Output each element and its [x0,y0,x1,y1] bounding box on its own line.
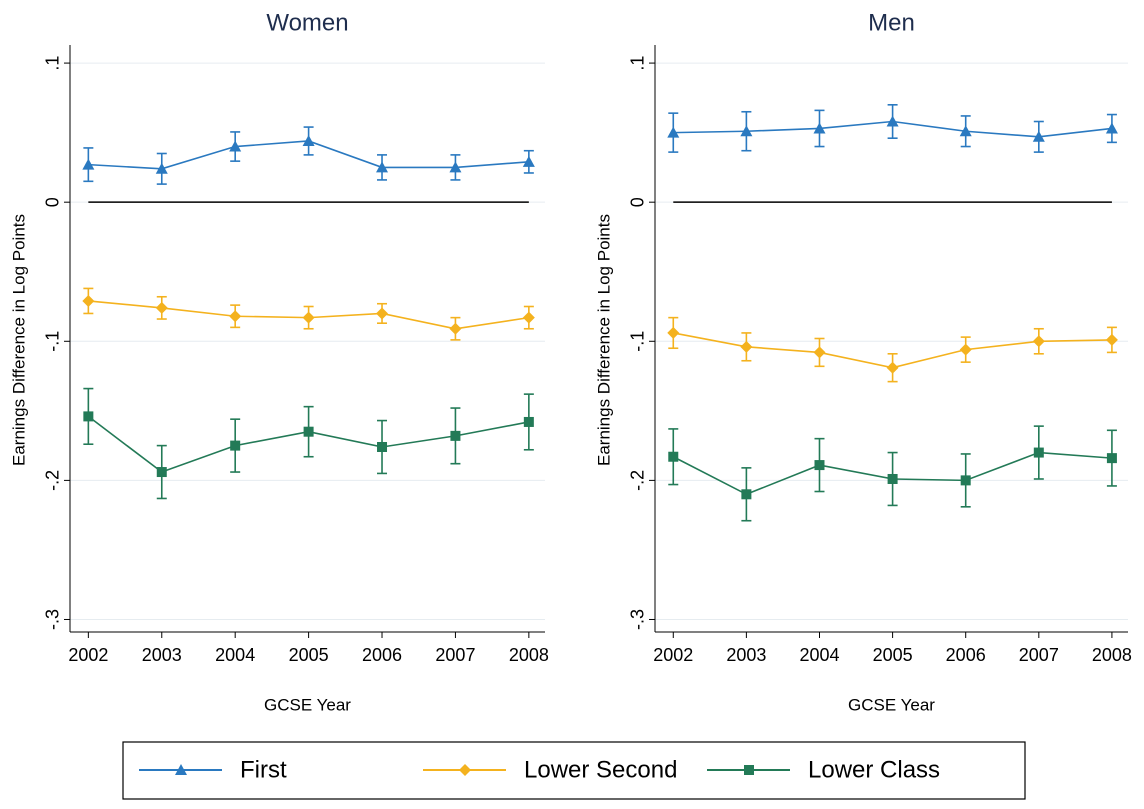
marker [449,161,462,173]
x-tick-label: 2006 [946,645,986,665]
marker [1105,122,1118,134]
x-tick-label: 2005 [873,645,913,665]
y-tick-label: 0 [43,197,63,207]
legend-label: Lower Second [524,756,677,783]
marker [1032,335,1045,348]
x-tick-label: 2004 [215,645,255,665]
y-tick-label: -.3 [43,609,63,630]
y-tick-label: -.2 [43,470,63,491]
marker [302,311,315,324]
x-tick-label: 2008 [1092,645,1132,665]
marker [82,294,95,307]
marker [814,460,825,471]
marker [522,311,535,324]
marker [668,451,679,462]
x-tick-label: 2004 [799,645,839,665]
marker [886,115,899,127]
y-tick-label: -.1 [43,331,63,352]
marker [302,134,315,146]
marker [740,340,753,353]
marker [155,301,168,314]
marker [82,158,95,170]
x-tick-label: 2008 [509,645,549,665]
marker [744,765,754,775]
marker [522,155,535,167]
marker [1106,453,1117,464]
marker [377,441,388,452]
marker [450,430,461,441]
x-tick-label: 2007 [1019,645,1059,665]
y-tick-label: -.3 [628,609,648,630]
marker [667,126,680,138]
chart-title: Men [868,9,915,36]
y-tick-label: 0 [628,197,648,207]
y-tick-label: -.1 [628,331,648,352]
marker [887,473,898,484]
x-tick-label: 2003 [142,645,182,665]
marker [83,411,94,422]
x-tick-label: 2002 [68,645,108,665]
y-tick-label: -.2 [628,470,648,491]
x-tick-label: 2003 [726,645,766,665]
y-axis-title: Earnings Difference in Log Points [9,214,28,466]
y-axis-title: Earnings Difference in Log Points [594,214,613,466]
legend-label: Lower Class [808,756,940,783]
y-tick-label: .1 [43,56,63,71]
x-tick-label: 2005 [289,645,329,665]
marker [1105,333,1118,346]
chart-title: Women [266,9,348,36]
x-tick-label: 2006 [362,645,402,665]
y-tick-label: .1 [628,56,648,71]
marker [960,475,971,486]
marker [959,125,972,137]
marker [376,161,389,173]
marker [1032,130,1045,142]
x-axis-title: GCSE Year [264,695,351,714]
marker [459,764,471,776]
marker [1033,447,1044,458]
marker [741,489,752,500]
marker [229,140,242,152]
legend-label: First [240,756,287,783]
x-tick-label: 2002 [653,645,693,665]
marker [230,440,241,451]
marker [229,310,242,323]
marker [449,322,462,335]
marker [813,346,826,359]
legend [122,741,1026,800]
marker [813,122,826,134]
marker [667,326,680,339]
x-tick-label: 2007 [435,645,475,665]
marker [886,361,899,374]
marker [959,343,972,356]
marker [376,307,389,320]
marker [740,125,753,137]
marker [175,764,187,775]
x-axis-title: GCSE Year [848,695,935,714]
marker [303,426,314,437]
marker [155,162,168,174]
marker [523,416,534,427]
marker [156,467,167,478]
